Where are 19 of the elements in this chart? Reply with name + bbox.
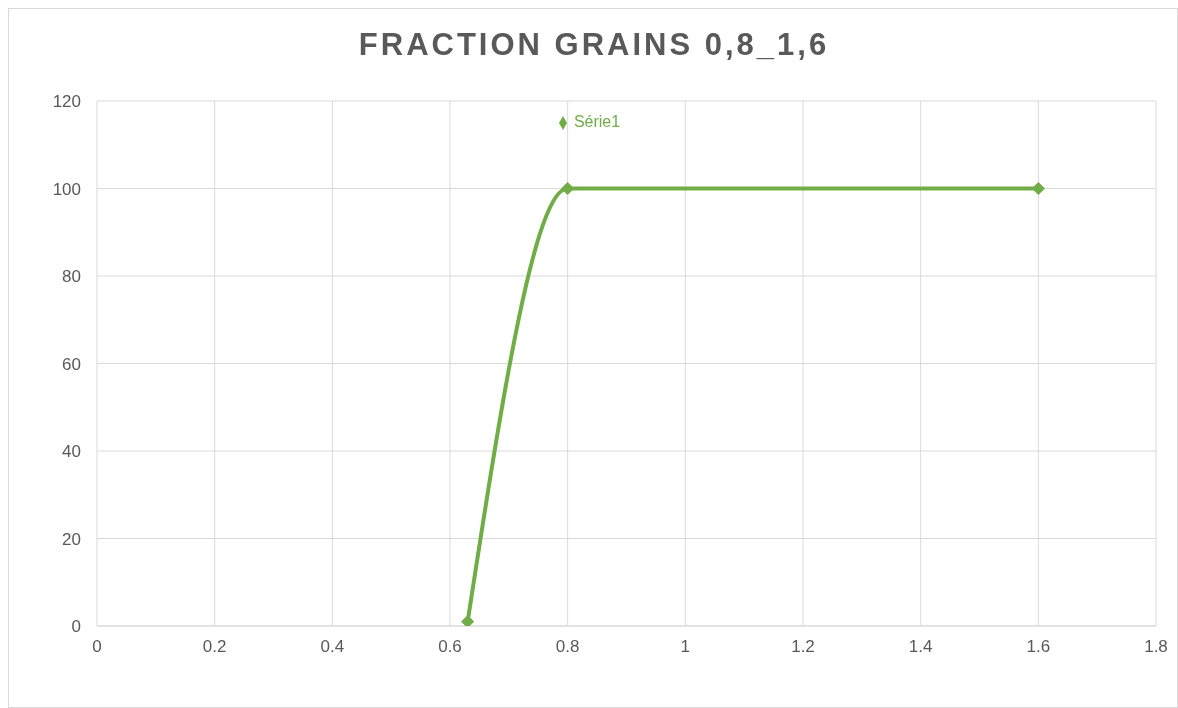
x-tick-label: 0.6 (438, 637, 462, 657)
y-tick-label: 20 (62, 529, 81, 549)
x-tick-label: 1.6 (1026, 637, 1051, 657)
y-tick-label: 80 (62, 267, 81, 287)
x-tick-label: 0.4 (320, 637, 345, 657)
y-tick-label: 40 (62, 442, 81, 462)
y-tick-label: 0 (71, 617, 81, 637)
x-tick-label: 0.2 (202, 637, 227, 657)
x-tick-label: 1.8 (1144, 637, 1168, 657)
y-tick-label: 100 (52, 179, 81, 199)
chart-title: FRACTION GRAINS 0,8_1,6 (357, 27, 831, 63)
x-tick-label: 0 (92, 637, 102, 657)
y-tick-label: 120 (52, 92, 81, 112)
legend-label: Série1 (573, 113, 621, 130)
y-tick-label: 60 (62, 354, 81, 374)
x-tick-label: 1.2 (791, 637, 815, 657)
x-tick-label: 0.8 (555, 637, 580, 657)
x-tick-label: 1.4 (908, 637, 933, 657)
x-tick-label: 1 (680, 637, 691, 657)
